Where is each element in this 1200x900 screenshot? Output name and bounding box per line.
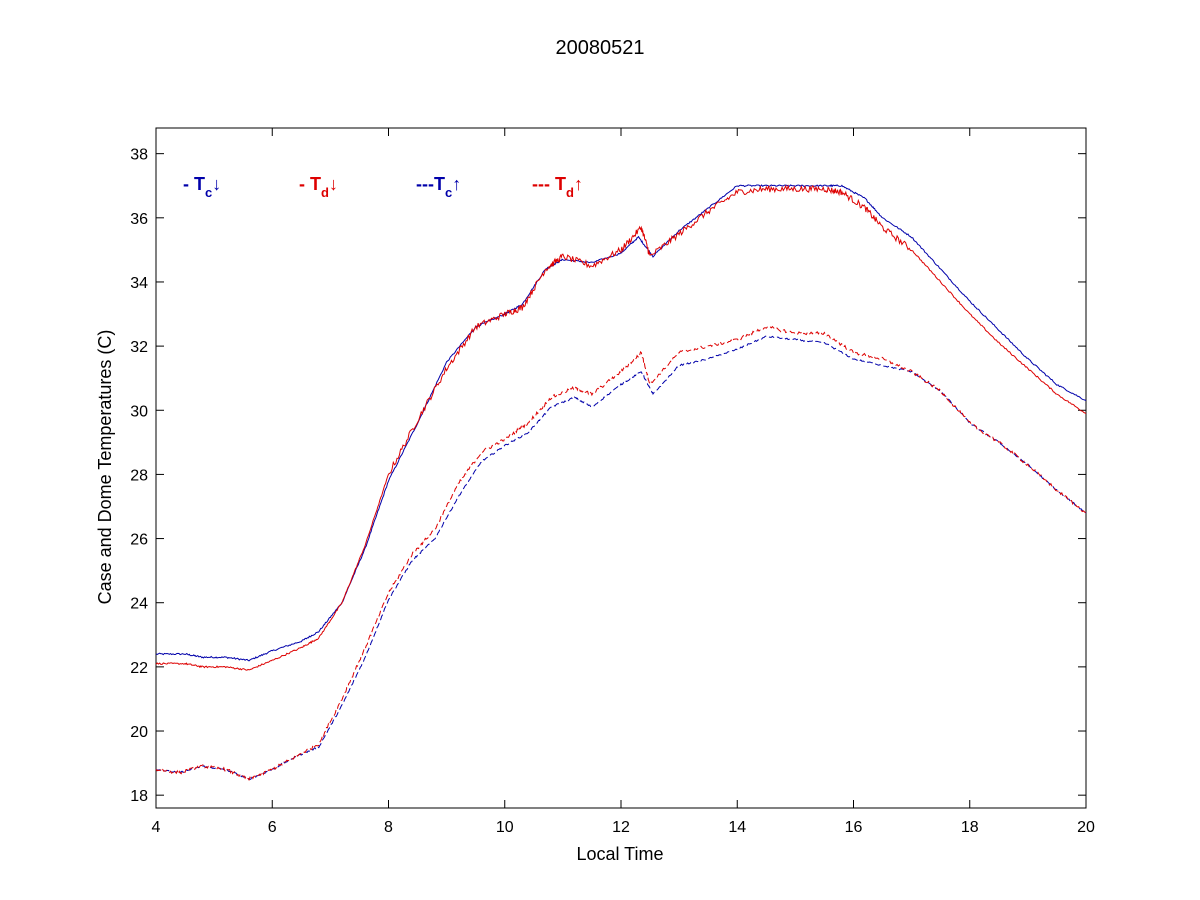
x-tick-label: 8 [384,819,393,836]
y-tick-label: 20 [130,724,148,741]
td-down-line [155,184,1087,671]
y-tick-label: 34 [130,275,148,292]
y-tick-label: 24 [130,596,148,613]
y-tick-label: 36 [130,211,148,228]
y-tick-label: 30 [130,403,148,420]
legend-tc-up: ---Tc↑ [416,174,461,200]
plot-frame [155,127,1087,809]
x-tick-label: 16 [845,819,863,836]
legend-tc-down: - Tc↓ [183,174,221,200]
y-tick-label: 26 [130,532,148,549]
legend-td-up: --- Td↑ [532,174,583,200]
y-axis-label: Case and Dome Temperatures (C) [95,330,115,605]
td-up-line [155,325,1087,781]
legend-td-down: - Td↓ [299,174,338,200]
chart-title: 20080521 [556,37,645,59]
x-tick-label: 14 [728,819,746,836]
x-tick-label: 20 [1077,819,1095,836]
x-axis-label: Local Time [576,844,663,864]
x-tick-label: 18 [961,819,979,836]
x-tick-label: 10 [496,819,514,836]
y-tick-label: 38 [130,147,148,164]
y-tick-label: 32 [130,339,148,356]
x-tick-label: 12 [612,819,630,836]
series-lines [155,184,1087,781]
y-tick-label: 18 [130,788,148,805]
axis-ticks: 4 6 8 10 12 14 16 18 20 18 20 22 24 26 28 30 32 34 36 38 [130,128,1095,836]
x-tick-label: 6 [268,819,277,836]
y-tick-label: 28 [130,467,148,484]
plot-area [155,127,1087,809]
legend: - Tc↓ - Td↓ ---Tc↑ --- Td↑ [183,174,583,200]
y-tick-label: 22 [130,660,148,677]
x-tick-label: 4 [152,819,161,836]
